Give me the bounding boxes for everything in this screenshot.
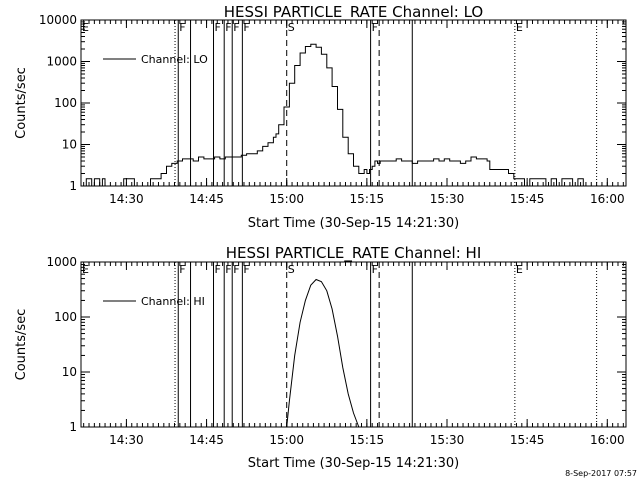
- y-axis-label: Counts/sec: [14, 67, 29, 139]
- y-tick-label: 1000: [46, 55, 77, 69]
- flag-label: F: [179, 21, 185, 34]
- y-tick-label: 1: [69, 179, 77, 193]
- footer-timestamp: 8-Sep-2017 07:57: [565, 469, 637, 478]
- flag-label: F: [372, 263, 378, 276]
- y-tick-label: 10000: [39, 13, 77, 27]
- y-tick-label: 1000: [46, 255, 77, 269]
- flag-label: F: [215, 263, 221, 276]
- x-tick-label: 15:30: [430, 433, 465, 447]
- chart-panel-hi: HESSI PARTICLE_RATE Channel: HI 14:30 14:4…: [14, 244, 627, 471]
- flag-label: S: [288, 21, 295, 34]
- x-tick-label: 15:15: [350, 192, 385, 206]
- y-tick-label: 10: [62, 138, 77, 152]
- flag-label: F: [179, 263, 185, 276]
- y-tick-label: 100: [54, 96, 77, 110]
- flag-label: S: [288, 263, 295, 276]
- y-tick-label: 100: [54, 310, 77, 324]
- y-tick-label: 1: [69, 420, 77, 434]
- x-tick-label: 14:30: [109, 433, 144, 447]
- x-tick-label: 15:00: [269, 433, 304, 447]
- x-tick-label: 15:45: [510, 192, 545, 206]
- flag-label: F: [215, 21, 221, 34]
- flag-label: E: [516, 263, 523, 276]
- flag-label: E: [516, 21, 523, 34]
- y-axis-label: Counts/sec: [14, 309, 29, 381]
- x-tick-label: 15:00: [269, 192, 304, 206]
- x-tick-label: 14:45: [189, 433, 224, 447]
- x-tick-label: 15:45: [510, 433, 545, 447]
- chart-title: HESSI PARTICLE_RATE Channel: HI: [226, 244, 482, 263]
- x-axis-label: Start Time (30-Sep-15 14:21:30): [248, 216, 459, 231]
- chart-panel-lo: HESSI PARTICLE_RATE Channel: LO 14:30 14:4…: [14, 3, 627, 231]
- flag-label: F: [233, 21, 239, 34]
- flag-label-edge: E: [82, 21, 89, 34]
- flag-label: F: [243, 263, 249, 276]
- flag-label-edge: E: [82, 263, 89, 276]
- legend-entry: Channel: LO: [141, 53, 208, 66]
- flag-label: F: [233, 263, 239, 276]
- series-line-hi: [286, 278, 360, 428]
- x-tick-label: 14:30: [109, 192, 144, 206]
- x-tick-label: 16:00: [590, 433, 625, 447]
- series-line-lo: [81, 43, 610, 187]
- x-tick-label: 16:00: [590, 192, 625, 206]
- chart-title: HESSI PARTICLE_RATE Channel: LO: [224, 3, 483, 22]
- x-tick-label: 15:15: [350, 433, 385, 447]
- flag-label: F: [243, 21, 249, 34]
- flag-label: F: [225, 263, 231, 276]
- legend-entry: Channel: HI: [141, 295, 205, 308]
- flag-label: F: [372, 21, 378, 34]
- plot-frame: [80, 261, 627, 428]
- flag-label: F: [225, 21, 231, 34]
- x-axis-label: Start Time (30-Sep-15 14:21:30): [248, 456, 459, 471]
- y-tick-label: 10: [62, 365, 77, 379]
- x-tick-label: 15:30: [430, 192, 465, 206]
- x-tick-label: 14:45: [189, 192, 224, 206]
